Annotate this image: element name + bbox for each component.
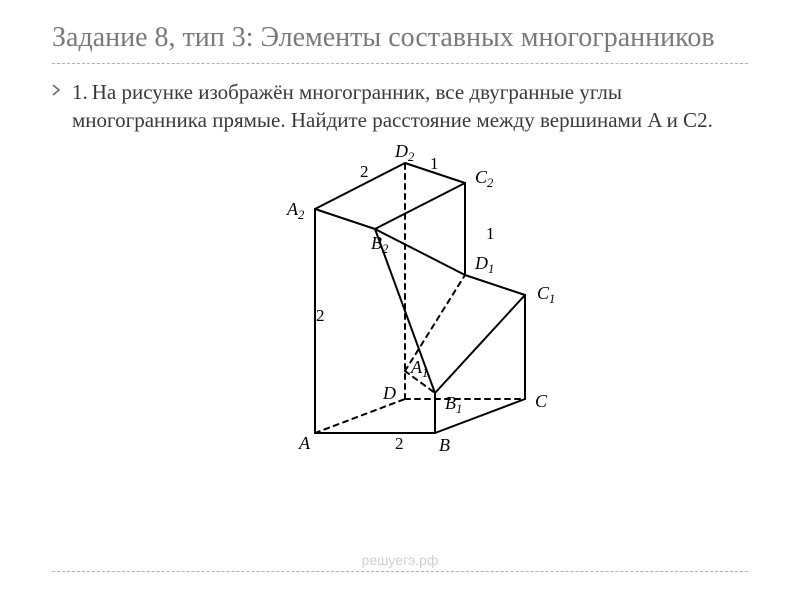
slide: Задание 8, тип 3: Элементы составных мно…: [0, 0, 800, 600]
svg-text:1: 1: [486, 224, 495, 243]
svg-text:A: A: [298, 433, 311, 453]
page-title: Задание 8, тип 3: Элементы составных мно…: [52, 20, 748, 55]
svg-text:2: 2: [360, 162, 369, 181]
svg-text:C1: C1: [537, 283, 555, 306]
svg-text:D: D: [382, 383, 396, 403]
svg-text:C: C: [535, 391, 548, 411]
svg-text:D2: D2: [394, 143, 415, 164]
rule-under-title: [52, 63, 748, 64]
polyhedron-figure: A B C D A1 B1 C1 D1 A2 B2 C2 D2 2 1 1 2 2: [52, 143, 748, 463]
svg-text:B2: B2: [371, 233, 389, 256]
svg-text:C2: C2: [475, 167, 494, 190]
svg-text:2: 2: [395, 434, 404, 453]
svg-text:B: B: [439, 435, 450, 455]
rule-bottom: [52, 571, 748, 572]
problem-text: На рисунке изображён многогранник, все д…: [72, 80, 713, 132]
svg-text:A2: A2: [286, 199, 305, 222]
svg-text:D1: D1: [474, 253, 494, 276]
svg-text:2: 2: [316, 306, 325, 325]
chevron-icon: [52, 84, 62, 96]
problem-number: 1.: [72, 80, 88, 104]
polyhedron-diagram: A B C D A1 B1 C1 D1 A2 B2 C2 D2 2 1 1 2 2: [220, 143, 580, 463]
watermark-text: решуегэ.рф: [0, 552, 800, 568]
svg-text:A1: A1: [410, 357, 428, 380]
svg-text:1: 1: [430, 154, 439, 173]
problem-block: 1. На рисунке изображён многогранник, вс…: [52, 78, 748, 135]
svg-text:B1: B1: [445, 393, 462, 416]
